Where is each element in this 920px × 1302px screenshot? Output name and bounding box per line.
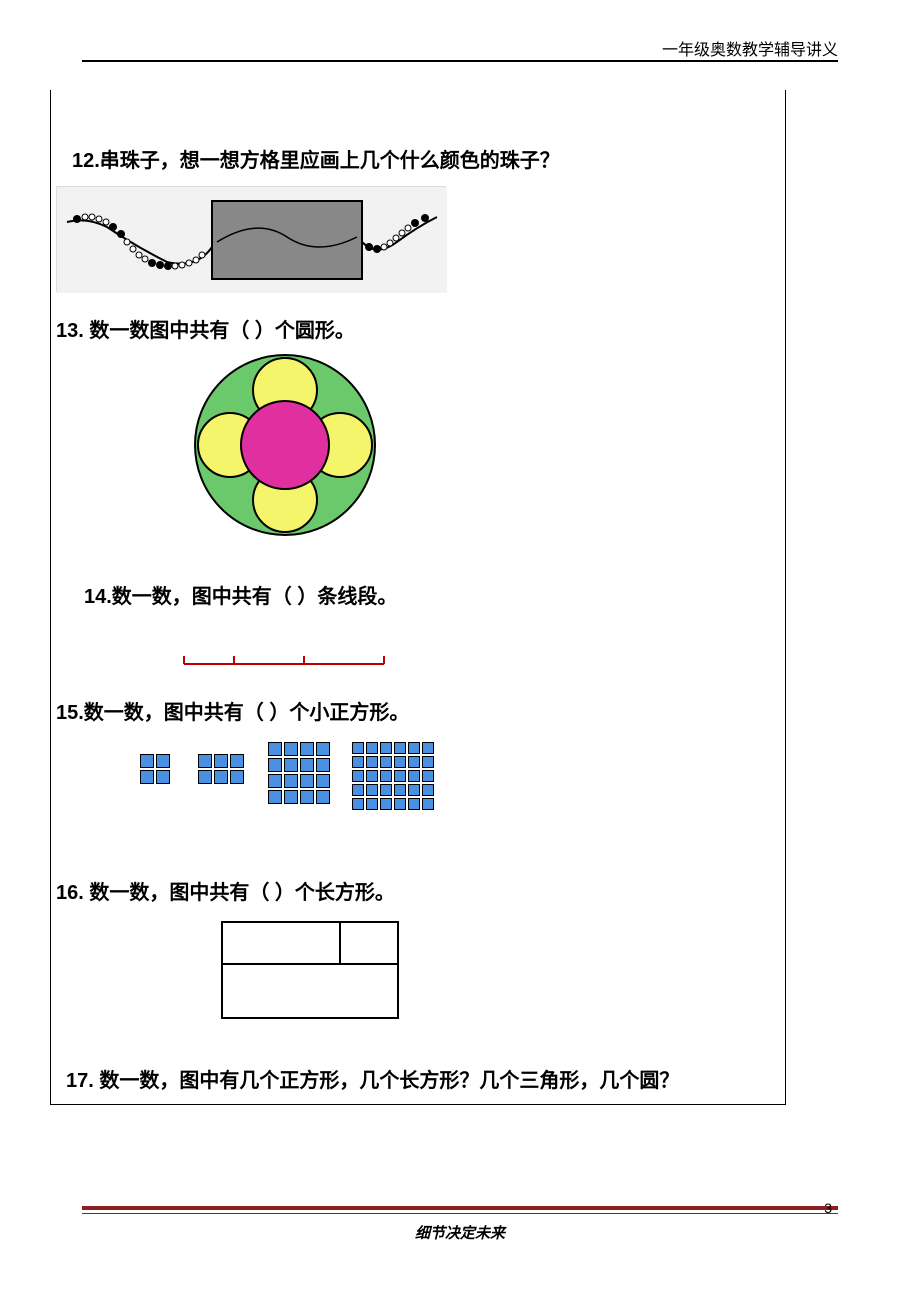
footer-divider [82,1206,838,1210]
small-square [316,790,330,804]
small-square [268,774,282,788]
small-square [394,756,406,768]
question-14-text: 14.数一数，图中共有（ ）条线段。 [84,580,397,609]
small-square [284,774,298,788]
small-square [268,758,282,772]
page-header: 一年级奥数教学辅导讲义 [662,36,838,60]
small-square [380,798,392,810]
small-square [352,798,364,810]
small-square [156,754,170,768]
small-square [300,774,314,788]
question-15-text: 15.数一数，图中共有（ ）个小正方形。 [56,696,409,725]
small-square [140,754,154,768]
small-square [366,742,378,754]
small-square [380,784,392,796]
small-square [422,756,434,768]
segments-figure [180,648,390,672]
small-square [422,798,434,810]
small-square [352,742,364,754]
square-group [352,742,434,810]
rectangles-figure [220,920,400,1020]
question-16-text: 16. 数一数，图中共有（ ）个长方形。 [56,876,395,905]
small-square [422,770,434,782]
header-divider [82,60,838,62]
small-square [366,770,378,782]
small-square [408,784,420,796]
small-square [352,784,364,796]
small-square [394,798,406,810]
small-square [380,756,392,768]
small-square [408,756,420,768]
small-square [268,790,282,804]
small-square [408,742,420,754]
small-square [300,742,314,756]
small-square [366,798,378,810]
square-group [198,754,244,784]
small-square [198,770,212,784]
square-group [268,742,330,804]
small-square [394,784,406,796]
small-square [230,754,244,768]
small-square [300,758,314,772]
small-square [156,770,170,784]
small-square [300,790,314,804]
content-border [50,90,51,1105]
small-square [394,742,406,754]
beads-figure [56,186,446,292]
small-square [140,770,154,784]
small-square [214,754,228,768]
small-square [268,742,282,756]
small-square [316,774,330,788]
small-square [352,770,364,782]
small-square [408,798,420,810]
footer-divider [82,1213,838,1214]
small-square [408,770,420,782]
footer-text: 细节决定未来 [0,1222,920,1243]
content-border [785,90,786,1105]
small-square [380,742,392,754]
small-square [422,784,434,796]
small-square [316,742,330,756]
question-17-text: 17. 数一数，图中有几个正方形，几个长方形？几个三角形，几个圆？ [66,1064,679,1093]
small-square [366,784,378,796]
small-square [394,770,406,782]
small-square [214,770,228,784]
small-square [284,742,298,756]
small-square [316,758,330,772]
small-square [380,770,392,782]
small-square [284,758,298,772]
content-border [50,1104,786,1105]
square-group [140,754,170,784]
small-square [422,742,434,754]
page-number: 3 [824,1200,832,1216]
small-square [284,790,298,804]
question-13-text: 13. 数一数图中共有（ ）个圆形。 [56,314,355,343]
question-12-text: 12.串珠子，想一想方格里应画上几个什么颜色的珠子？ [72,144,560,173]
small-square [198,754,212,768]
small-square [366,756,378,768]
circles-figure [190,350,380,540]
squares-figure [140,742,560,832]
small-square [352,756,364,768]
small-square [230,770,244,784]
